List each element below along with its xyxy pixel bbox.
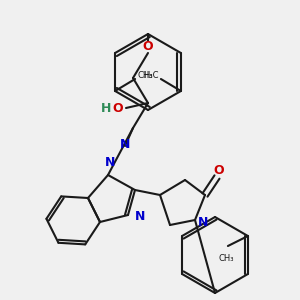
Text: CH₃: CH₃	[137, 71, 153, 80]
Text: N: N	[105, 156, 115, 169]
Text: H: H	[101, 101, 111, 115]
Text: O: O	[143, 40, 153, 52]
Text: CH₃: CH₃	[218, 254, 234, 263]
Text: H₃C: H₃C	[143, 71, 159, 80]
Text: N: N	[135, 211, 145, 224]
Text: N: N	[120, 138, 130, 151]
Text: O: O	[214, 164, 224, 178]
Text: O: O	[113, 101, 123, 115]
Text: N: N	[198, 215, 208, 229]
